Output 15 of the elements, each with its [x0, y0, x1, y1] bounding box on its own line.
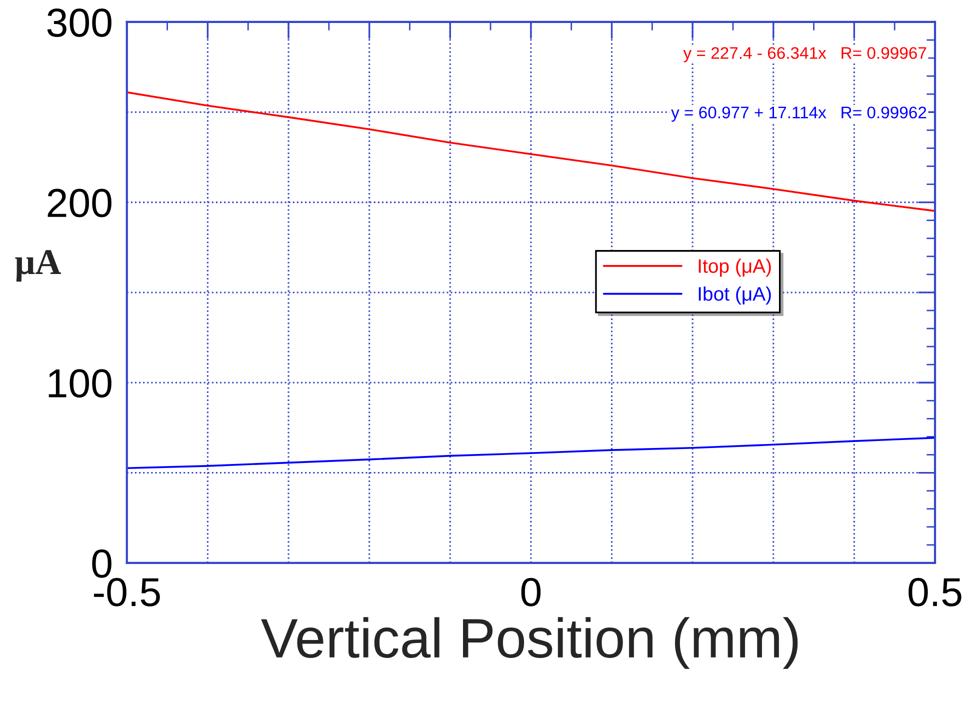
annotation: y = 227.4 - 66.341x R= 0.99967 — [683, 47, 926, 62]
x-tick-label: -0.5 — [94, 578, 160, 606]
y-tick-label: 100 — [48, 369, 112, 398]
line-series — [126, 436, 936, 469]
x-axis-title: Vertical Position (mm) — [261, 617, 798, 669]
x-tick-label: 0 — [521, 578, 541, 606]
x-tick-label: 0.5 — [908, 578, 962, 606]
y-tick-label: 0 — [92, 549, 112, 578]
y-tick-label: 200 — [48, 188, 112, 218]
annotation: y = 60.977 + 17.114x R= 0.99962 — [671, 106, 926, 122]
y-tick-label: 300 — [47, 8, 112, 37]
legend-label: Itop (μA) — [698, 258, 771, 277]
y-axis-title: μA — [15, 250, 61, 282]
legend-label: Ibot (μA) — [698, 286, 771, 305]
line-series — [126, 91, 936, 212]
